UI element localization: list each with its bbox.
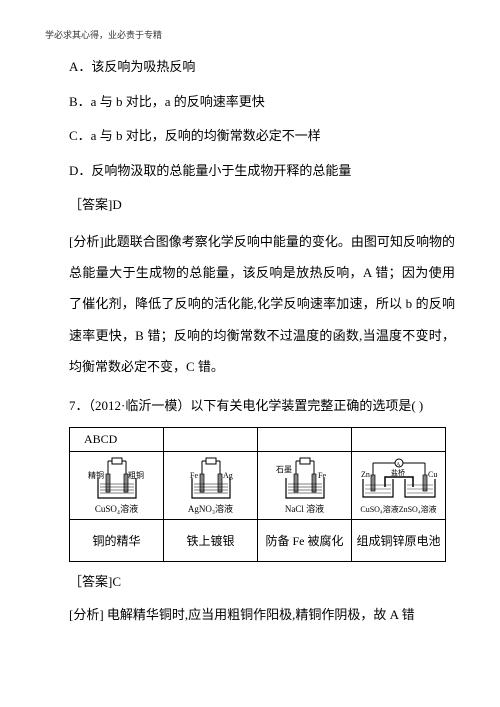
device-cell-d: A Zn Cu 盐桥: [352, 452, 446, 520]
header-note: 学必求其心得，业必贵于专精: [45, 28, 455, 41]
option-a: A．该反响为吸热反响: [69, 53, 455, 82]
desc-a: 铜的精华: [70, 520, 164, 562]
answer-7: ［答案]C: [69, 568, 455, 597]
table-header: ABCD: [70, 428, 164, 452]
left-electrode-b: Fe: [190, 471, 198, 480]
solution-a: CuSO₄溶液: [95, 505, 138, 515]
solution-d: CuSO₄溶液ZnSO₄溶液: [360, 506, 436, 515]
device-cell-b: Fe Ag AgNO₃溶液: [164, 452, 258, 520]
left-electrode-c: 石墨: [276, 465, 292, 474]
right-electrode-c: Fe: [318, 471, 326, 480]
desc-d: 组成铜锌原电池: [352, 520, 446, 562]
solution-b: AgNO₃溶液: [188, 505, 233, 515]
analysis-block: [分析]此题联合图像考察化学反响中能量的变化。由图可知反响物的总能量大于生成物的…: [69, 226, 455, 382]
right-electrode-d: Cu: [428, 470, 437, 479]
electrolysis-icon: Fe Ag: [174, 456, 248, 504]
analysis7-body: 电解精华铜时,应当用粗铜作阳极,精铜作阴极，故 A 错: [104, 607, 415, 622]
analysis-label: [分析]: [69, 234, 104, 249]
option-d: D．反响物汲取的总能量小于生成物开释的总能量: [69, 157, 455, 186]
option-b: B．a 与 b 对比，a 的反响速率更快: [69, 88, 455, 117]
answer-label: ［答案]D: [69, 191, 455, 220]
desc-c: 防备 Fe 被腐化: [258, 520, 352, 562]
device-cell-a: 精铜 粗铜 CuSO₄溶液: [70, 452, 164, 520]
question-7: 7．（2012·临沂一模）以下有关电化学装置完整正确的选项是( ): [69, 390, 455, 421]
electrolysis-icon: 石墨 Fe: [268, 456, 342, 504]
analysis-7: [分析] 电解精华铜时,应当用粗铜作阳极,精铜作阴极，故 A 错: [69, 601, 455, 630]
device-cell-c: 石墨 Fe NaCl 溶液: [258, 452, 352, 520]
device-table: ABCD 精铜 粗铜: [69, 427, 455, 562]
analysis7-label: [分析]: [69, 607, 104, 622]
analysis-body: 此题联合图像考察化学反响中能量的变化。由图可知反响物的总能量大于生成物的总能量，…: [69, 234, 455, 374]
desc-b: 铁上镀银: [164, 520, 258, 562]
svg-text:A: A: [396, 462, 401, 468]
galvanic-icon: A Zn Cu 盐桥: [355, 457, 443, 505]
electrolysis-icon: 精铜 粗铜: [80, 456, 154, 504]
solution-c: NaCl 溶液: [285, 505, 324, 515]
right-electrode-b: Ag: [223, 471, 233, 480]
left-electrode-d: Zn: [361, 470, 370, 479]
svg-text:盐桥: 盐桥: [391, 468, 405, 477]
option-c: C．a 与 b 对比，反响的均衡常数必定不一样: [69, 122, 455, 151]
left-electrode-a: 精铜: [88, 470, 104, 480]
